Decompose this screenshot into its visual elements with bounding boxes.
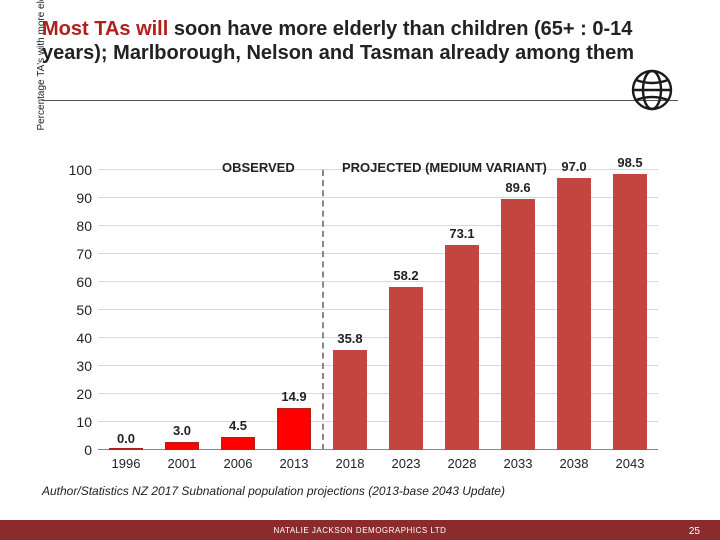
x-tick-label: 2013 bbox=[280, 456, 309, 471]
y-tick-label: 50 bbox=[58, 302, 92, 318]
bar-1996 bbox=[109, 448, 143, 450]
chart-plot: 0.019963.020014.5200614.9201335.8201858.… bbox=[98, 170, 658, 450]
value-label: 97.0 bbox=[561, 159, 586, 174]
value-label: 4.5 bbox=[229, 418, 247, 433]
page-number: 25 bbox=[689, 526, 700, 537]
bar-2001 bbox=[165, 442, 199, 450]
x-tick-label: 2001 bbox=[168, 456, 197, 471]
y-tick-label: 100 bbox=[58, 162, 92, 178]
y-tick-label: 90 bbox=[58, 190, 92, 206]
legend-projected: PROJECTED (MEDIUM VARIANT) bbox=[342, 160, 547, 175]
slide-title: Most TAs will soon have more elderly tha… bbox=[42, 18, 678, 65]
bar-2006 bbox=[221, 437, 255, 450]
x-tick-label: 2018 bbox=[336, 456, 365, 471]
value-label: 58.2 bbox=[393, 268, 418, 283]
title-red: Most TAs will bbox=[42, 18, 168, 40]
x-tick-label: 2023 bbox=[392, 456, 421, 471]
title-underline bbox=[42, 100, 678, 101]
y-tick-label: 70 bbox=[58, 246, 92, 262]
y-axis-label: Percentage TA's with more elderly than c… bbox=[36, 0, 47, 170]
globe-icon bbox=[630, 68, 674, 112]
y-tick-label: 80 bbox=[58, 218, 92, 234]
bar-2018 bbox=[333, 350, 367, 450]
value-label: 3.0 bbox=[173, 423, 191, 438]
footer-text: NATALIE JACKSON DEMOGRAPHICS LTD bbox=[274, 526, 447, 535]
x-tick-label: 2038 bbox=[560, 456, 589, 471]
legend-observed: OBSERVED bbox=[222, 160, 295, 175]
bar-2033 bbox=[501, 199, 535, 450]
y-tick-label: 60 bbox=[58, 274, 92, 290]
value-label: 89.6 bbox=[505, 180, 530, 195]
bar-2043 bbox=[613, 174, 647, 450]
bar-2038 bbox=[557, 178, 591, 450]
value-label: 0.0 bbox=[117, 431, 135, 446]
bar-2023 bbox=[389, 287, 423, 450]
value-label: 73.1 bbox=[449, 226, 474, 241]
source-note: Author/Statistics NZ 2017 Subnational po… bbox=[42, 484, 505, 498]
x-tick-label: 2028 bbox=[448, 456, 477, 471]
y-tick-label: 40 bbox=[58, 330, 92, 346]
value-label: 35.8 bbox=[337, 331, 362, 346]
bar-2028 bbox=[445, 245, 479, 450]
y-tick-label: 10 bbox=[58, 414, 92, 430]
bar-2013 bbox=[277, 408, 311, 450]
value-label: 98.5 bbox=[617, 155, 642, 170]
x-tick-label: 2033 bbox=[504, 456, 533, 471]
observed-projected-divider bbox=[322, 170, 324, 450]
x-tick-label: 1996 bbox=[112, 456, 141, 471]
y-tick-label: 20 bbox=[58, 386, 92, 402]
x-tick-label: 2043 bbox=[616, 456, 645, 471]
footer-bar: NATALIE JACKSON DEMOGRAPHICS LTD bbox=[0, 520, 720, 540]
y-tick-label: 30 bbox=[58, 358, 92, 374]
value-label: 14.9 bbox=[281, 389, 306, 404]
x-tick-label: 2006 bbox=[224, 456, 253, 471]
y-tick-label: 0 bbox=[58, 442, 92, 458]
